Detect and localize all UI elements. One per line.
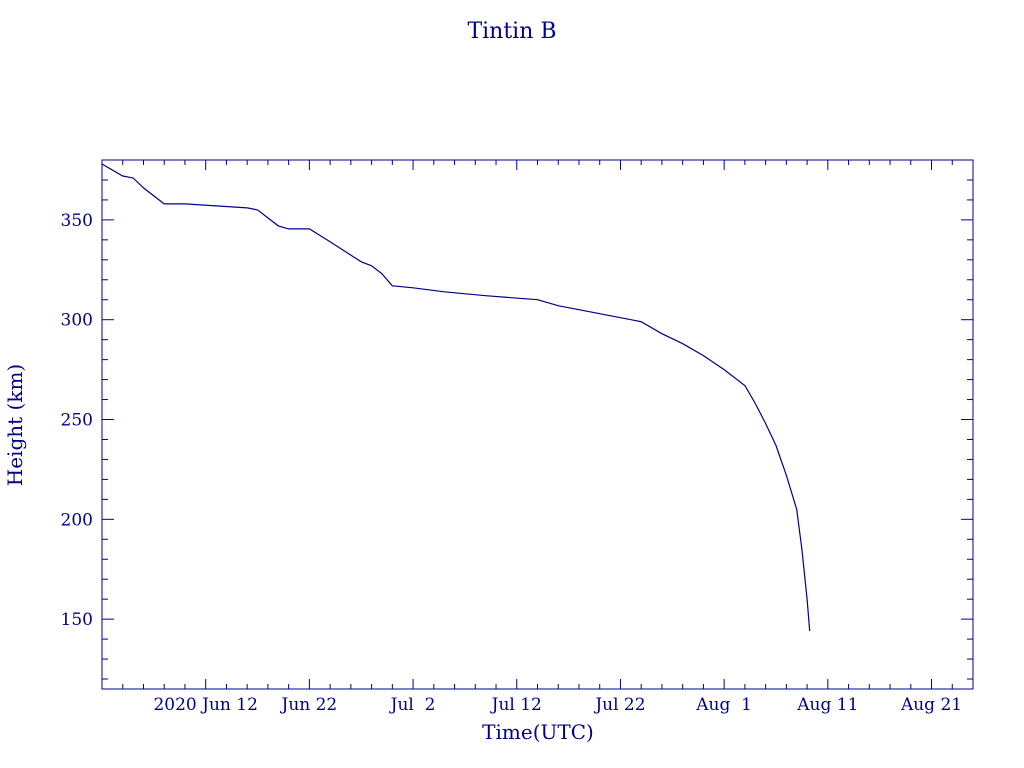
y-axis-tick-labels: 150 200 250 300 350 (61, 211, 93, 630)
x-tick-label: Jul 22 (593, 695, 645, 715)
y-axis-label: Height (km) (3, 364, 27, 486)
y-tick-label: 350 (61, 211, 93, 231)
y-tick-label: 200 (61, 510, 93, 530)
y-tick-label: 300 (61, 311, 93, 331)
x-tick-label: Jun 22 (280, 695, 338, 715)
x-axis-label: Time(UTC) (482, 720, 594, 744)
height-series-line (101, 163, 811, 632)
x-tick-label: Aug 21 (900, 695, 962, 715)
x-tick-label: 2020 Jun 12 (153, 695, 257, 715)
y-tick-label: 150 (61, 610, 93, 630)
x-axis-tick-labels: 2020 Jun 12 Jun 22 Jul 2 Jul 12 Jul 22 Aug 1 A… (153, 695, 962, 715)
x-tick-label: Aug 1 (695, 695, 752, 715)
axis-ticks (101, 159, 974, 689)
x-tick-label: Jul 2 (389, 695, 436, 715)
chart-title: Tintin B (467, 19, 556, 44)
x-tick-label: Jul 12 (490, 695, 542, 715)
x-tick-label: Aug 11 (796, 695, 858, 715)
y-tick-label: 250 (61, 411, 93, 431)
plot-frame (101, 159, 974, 690)
